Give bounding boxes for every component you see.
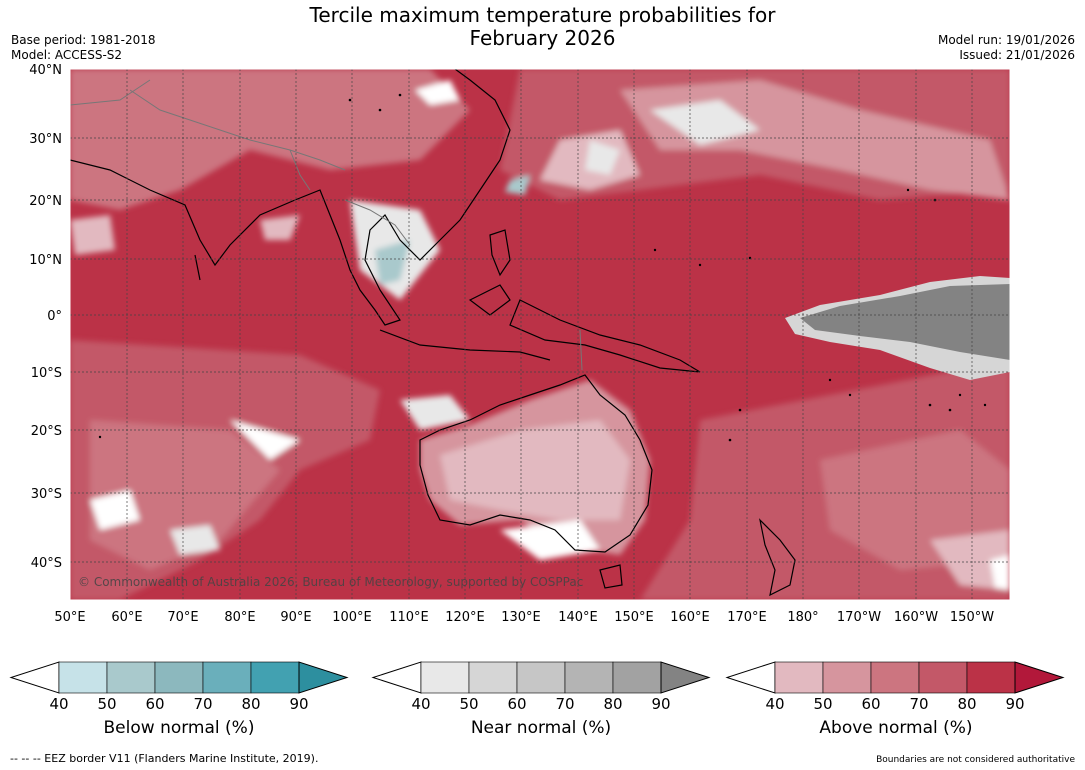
lat-label: 20°S (31, 424, 62, 439)
colorbar-above: 40 50 60 70 80 90 (725, 660, 1066, 720)
lon-label: 80°E (224, 610, 255, 625)
map-area: © Commonwealth of Australia 2026, Bureau… (70, 69, 1010, 600)
colorbar-tick-label: 80 (241, 695, 260, 713)
colorbar-tick-label: 90 (289, 695, 308, 713)
colorbar-bin (106, 661, 156, 694)
colorbar-bin (516, 661, 566, 694)
colorbar-tick-label: 40 (49, 695, 68, 713)
colorbar-bin (154, 661, 204, 694)
colorbar-above-title: Above normal (%) (819, 718, 973, 738)
lat-label: 10°S (31, 366, 62, 381)
lat-label: 20°N (29, 194, 62, 209)
model-run: Model run: 19/01/2026 (937, 33, 1075, 47)
colorbar-above-scale: 40 50 60 70 80 90 (725, 661, 1065, 713)
title-line-1: Tercile maximum temperature probabilitie… (309, 3, 776, 27)
colorbar-bin (564, 661, 614, 694)
meta-left: Base period: 1981-2018 Model: ACCESS-S2 (11, 33, 156, 63)
map-title: Tercile maximum temperature probabilitie… (0, 4, 1085, 50)
colorbar-near-scale: 40 50 60 70 80 90 (371, 661, 711, 713)
lon-label: 120°E (445, 610, 485, 625)
colorbar-bin (612, 661, 662, 694)
colorbar-right-arrow (660, 661, 711, 694)
colorbar-tick-label: 90 (1005, 695, 1024, 713)
colorbar-bin (966, 661, 1016, 694)
colorbar-below: 40 50 60 70 80 90 (9, 660, 350, 720)
colorbar-below-scale: 40 50 60 70 80 90 (9, 661, 349, 713)
coastlines (70, 69, 796, 597)
colorbar-left-arrow (371, 661, 422, 694)
lon-label: 90°E (280, 610, 311, 625)
lon-label: 130°E (501, 610, 541, 625)
lon-label: 170°W (837, 610, 881, 625)
colorbar-near-title: Near normal (%) (470, 718, 612, 738)
colorbar-near: 40 50 60 70 80 90 (371, 660, 712, 720)
title-line-2: February 2026 (469, 26, 616, 50)
lat-label: 30°N (29, 132, 62, 147)
lat-label: 40°N (29, 63, 62, 78)
colorbar-bin (918, 661, 968, 694)
colorbar-tick-label: 40 (411, 695, 430, 713)
colorbar-left-arrow (9, 661, 60, 694)
longitude-labels: 50°E 60°E 70°E 80°E 90°E 100°E 110°E 120°E 130°E… (54, 610, 994, 625)
colorbar-tick-label: 50 (813, 695, 832, 713)
lon-label: 160°E (670, 610, 710, 625)
colorbar-bin (420, 661, 470, 694)
latitude-labels: 40°N 30°N 20°N 10°N 0° 10°S 20°S 30°S 40°S (29, 63, 62, 571)
islands (98, 93, 987, 442)
lon-label: 100°E (332, 610, 372, 625)
lon-label: 150°E (614, 610, 654, 625)
lon-label: 70°E (167, 610, 198, 625)
lon-label: 140°E (558, 610, 598, 625)
colorbar-left-arrow (725, 661, 776, 694)
lon-label: 60°E (111, 610, 142, 625)
lon-label: 170°E (727, 610, 767, 625)
lat-label: 0° (47, 309, 62, 324)
map-figure: © Commonwealth of Australia 2026, Bureau… (29, 63, 1011, 625)
colorbar-tick-label: 50 (459, 695, 478, 713)
colorbar-tick-label: 40 (765, 695, 784, 713)
colorbar-tick-label: 90 (651, 695, 670, 713)
model-name: Model: ACCESS-S2 (11, 48, 123, 62)
colorbar-bin (202, 661, 252, 694)
copyright-text: © Commonwealth of Australia 2026, Bureau… (78, 575, 583, 589)
colorbar-tick-label: 70 (193, 695, 212, 713)
colorbar-tick-label: 50 (97, 695, 116, 713)
base-period: Base period: 1981-2018 (11, 33, 156, 47)
near-normal-core (800, 284, 1010, 360)
colorbar-tick-label: 60 (507, 695, 526, 713)
colorbar-tick-label: 60 (145, 695, 164, 713)
lon-label: 110°E (389, 610, 429, 625)
gridlines (70, 69, 1010, 600)
probability-patches (70, 69, 1010, 600)
lon-label: 50°E (54, 610, 85, 625)
lat-label: 30°S (31, 487, 62, 502)
colorbar-tick-label: 70 (555, 695, 574, 713)
colorbar-bin (250, 661, 300, 694)
colorbar-bin (58, 661, 108, 694)
boundary-note: Boundaries are not considered authoritat… (876, 755, 1075, 765)
issued-date: Issued: 21/01/2026 (959, 48, 1075, 62)
eez-note: -- -- -- EEZ border V11 (Flanders Marine… (10, 752, 319, 765)
map-frame (69, 68, 1011, 601)
colorbar-tick-label: 80 (957, 695, 976, 713)
colorbar-tick-label: 80 (603, 695, 622, 713)
colorbar-tick-label: 60 (861, 695, 880, 713)
colorbar-below-title: Below normal (%) (103, 718, 255, 738)
colorbar-bin (870, 661, 920, 694)
colorbar-right-arrow (298, 661, 349, 694)
lat-label: 40°S (31, 556, 62, 571)
meta-right: Model run: 19/01/2026 Issued: 21/01/2026 (938, 33, 1075, 63)
lon-label: 160°W (894, 610, 938, 625)
colorbar-bin (774, 661, 824, 694)
lon-label: 150°W (950, 610, 994, 625)
colorbar-tick-label: 70 (909, 695, 928, 713)
colorbar-right-arrow (1014, 661, 1065, 694)
country-borders (70, 79, 583, 371)
colorbar-bin (468, 661, 518, 694)
colorbar-bin (822, 661, 872, 694)
lat-label: 10°N (29, 253, 62, 268)
lon-label: 180° (787, 610, 818, 625)
